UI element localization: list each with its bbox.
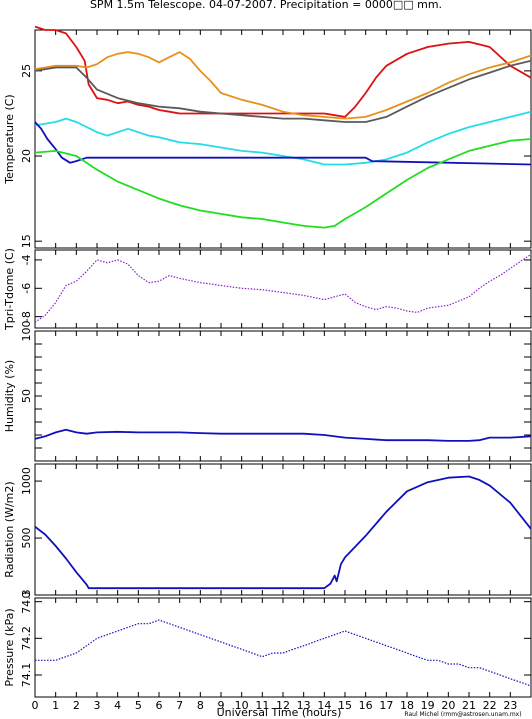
radiation-ylabel: Radiation (W/m2) [3, 481, 16, 577]
xtick-label: 20 [441, 699, 455, 712]
xtick-label: 3 [94, 699, 101, 712]
humidity-series-blue [34, 428, 532, 442]
pressure-frame [34, 597, 532, 698]
pressure-ylabel: Pressure (kPa) [3, 608, 16, 686]
pressure-panel: 74.1 74.2 74.3 Pressure (kPa) [3, 589, 532, 698]
temperature-panel: 15 20 25 Temperature (C) [3, 25, 532, 249]
xtick-label: 22 [483, 699, 497, 712]
xtick-label: 2 [73, 699, 80, 712]
temperature-series-gray [34, 59, 532, 123]
temperature-frame [34, 29, 532, 249]
tpri-tdome-ytick-label: -4 [20, 254, 33, 265]
xtick-label: 21 [462, 699, 476, 712]
radiation-ytick-label: 500 [20, 528, 33, 549]
radiation-frame [34, 463, 532, 596]
xtick-label: 16 [359, 699, 373, 712]
humidity-ytick-label: 100 [20, 321, 33, 342]
xtick-label: 17 [379, 699, 393, 712]
tpri-tdome-ylabel: Tpri-Tdome (C) [3, 248, 16, 331]
radiation-ytick-label: 1000 [20, 467, 33, 495]
temperature-series-orange [34, 51, 532, 120]
radiation-series-blue [34, 475, 532, 590]
tpri-tdome-series-purple [34, 253, 532, 323]
pressure-ytick-label: 74.2 [20, 626, 33, 651]
xtick-label: 11 [255, 699, 269, 712]
tpri-tdome-panel: -8 -6 -4 Tpri-Tdome (C) [3, 248, 532, 331]
temperature-ylabel: Temperature (C) [3, 94, 16, 184]
humidity-ylabel: Humidity (%) [3, 360, 16, 432]
xtick-label: 10 [235, 699, 249, 712]
radiation-panel: 0 500 1000 Radiation (W/m2) [3, 463, 532, 599]
temperature-ytick-label: 20 [20, 149, 33, 163]
tpri-tdome-ytick-label: -8 [20, 311, 33, 322]
x-axis-label: Universal Time (hours) [217, 706, 342, 719]
radiation-ytick-label: 0 [20, 592, 33, 599]
xtick-label: 5 [135, 699, 142, 712]
xtick-label: 0 [32, 699, 39, 712]
humidity-panel: 50 100 Humidity (%) [3, 321, 532, 462]
temperature-series-cyan [34, 110, 532, 166]
temperature-series-green [34, 138, 532, 229]
xtick-label: 8 [197, 699, 204, 712]
xtick-label: 14 [317, 699, 331, 712]
tpri-tdome-ytick-label: -6 [20, 283, 33, 294]
temperature-series-red [34, 25, 532, 118]
pressure-ytick-label: 74.1 [20, 663, 33, 688]
author-credit: Raul Michel (rmm@astrosen.unam.mx) [404, 711, 521, 718]
xtick-label: 1 [52, 699, 59, 712]
xtick-label: 9 [218, 699, 225, 712]
temperature-series-blue [34, 121, 532, 166]
xtick-label: 7 [176, 699, 183, 712]
xtick-label: 4 [114, 699, 121, 712]
humidity-ytick-label: 50 [20, 389, 33, 403]
temperature-ytick-label: 15 [20, 234, 33, 248]
xtick-label: 15 [338, 699, 352, 712]
xtick-label: 23 [503, 699, 517, 712]
xtick-label: 12 [276, 699, 290, 712]
pressure-ytick-label: 74.3 [20, 589, 33, 614]
xtick-label: 13 [297, 699, 311, 712]
chart-title: SPM 1.5m Telescope. 04-07-2007. Precipit… [90, 0, 442, 11]
xtick-label: 6 [156, 699, 163, 712]
xtick-label: 18 [400, 699, 414, 712]
pressure-series-blue [35, 619, 532, 687]
xtick-label: 19 [421, 699, 435, 712]
temperature-ytick-label: 25 [20, 64, 33, 78]
